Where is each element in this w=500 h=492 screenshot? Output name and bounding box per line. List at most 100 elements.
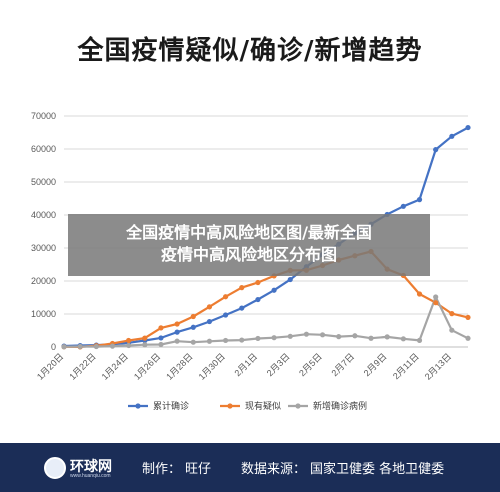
data-point [416,197,423,203]
data-point [109,343,116,349]
x-tick-label: 1月28日 [164,351,194,381]
x-tick-label: 1月22日 [67,351,97,381]
data-point [433,147,439,153]
data-point [384,334,390,340]
data-point [142,342,148,348]
data-point [206,318,213,325]
logo-url: www.huanqiu.com [70,473,111,479]
legend-label: 现有疑似 [245,400,281,412]
x-tick-label: 1月26日 [132,351,162,381]
legend-label: 新增确诊病例 [313,400,367,412]
x-tick-label: 2月9日 [362,351,389,378]
data-point [271,287,277,293]
x-tick-label: 1月20日 [35,351,65,381]
data-point [77,343,83,350]
x-tick-label: 2月5日 [297,351,324,378]
y-tick-label: 50000 [31,177,56,187]
data-point [93,343,99,350]
data-point [255,296,261,303]
footer-bar: 环球网 www.huanqiu.com 制作： 旺仔 数据来源： 国家卫健委 各地卫健… [0,443,500,492]
data-point [61,344,67,350]
x-tick-label: 2月3日 [265,351,292,378]
x-tick-label: 2月1日 [232,351,259,378]
overlay-banner[interactable]: 全国疫情中高风险地区图/最新全国 疫情中高风险地区分布图 [68,214,430,276]
credit-line: 制作： 旺仔 数据来源： 国家卫健委 各地卫健委 [142,458,448,477]
data-point [190,339,196,345]
data-point [126,337,132,344]
data-point [174,321,180,327]
data-point [368,335,374,341]
x-tick-label: 2月11日 [391,351,421,381]
data-point [223,312,229,318]
data-point [416,291,423,297]
legend-marker [227,403,233,409]
data-point [400,336,406,342]
data-point [287,333,293,339]
data-point [174,329,180,335]
line-chart: 0 10000 20000 30000 40000 50000 60000 70000 1月2… [31,111,471,412]
producer-name: 旺仔 [185,462,212,477]
x-tick-label: 1月30日 [197,351,227,381]
y-tick-label: 70000 [31,111,56,121]
data-point [465,314,471,321]
data-point [206,338,213,344]
data-point [352,333,358,339]
y-tick-label: 40000 [31,210,56,220]
data-point [239,337,245,343]
overlay-line-2: 疫情中高风险地区分布图 [160,245,337,264]
huanqiu-logo[interactable]: 环球网 www.huanqiu.com [44,453,144,483]
x-axis-ticks: 1月20日 1月22日 1月24日 1月26日 1月28日 1月30日 2月1日 2月3日 2月… [35,351,453,381]
y-tick-label: 10000 [31,309,56,319]
data-point [433,294,439,300]
data-point [433,300,439,306]
overlay-line-1: 全国疫情中高风险地区图/最新全国 [126,223,372,242]
data-point [223,337,229,344]
data-point [190,324,196,330]
data-point [158,341,164,348]
chart-title: 全国疫情疑似/确诊/新增趋势 [77,36,423,66]
x-tick-label: 2月13日 [423,351,453,381]
data-point [206,304,213,310]
data-point [416,337,423,343]
y-tick-label: 60000 [31,144,56,154]
y-tick-label: 20000 [31,276,56,286]
data-point [255,279,261,286]
data-point [239,285,245,291]
data-point [449,133,455,139]
x-tick-label: 2月7日 [329,351,356,378]
data-point [190,313,196,320]
y-axis-ticks: 0 10000 20000 30000 40000 50000 60000 70000 [31,111,56,352]
data-point [174,338,180,344]
legend-marker [135,403,141,409]
data-point [158,335,164,341]
logo-name: 环球网 [70,459,112,475]
data-point [126,342,132,349]
legend-label: 累计确诊 [153,400,189,412]
data-point [287,276,293,283]
series-line-2 [63,295,469,348]
data-point [271,335,277,341]
producer-label: 制作： [142,462,182,477]
data-point [158,325,164,331]
globe-icon [44,457,66,479]
data-point [239,305,245,311]
source-label: 数据来源： [241,462,307,477]
data-point [449,327,455,333]
x-tick-label: 1月24日 [100,351,130,381]
data-point [223,294,229,300]
y-tick-label: 0 [51,342,56,352]
data-point [449,311,455,317]
data-point [336,334,342,340]
y-tick-label: 30000 [31,243,56,253]
data-point [255,335,261,342]
series-line-0 [63,126,469,348]
data-point [465,335,471,341]
data-point [400,203,406,209]
source-name: 国家卫健委 各地卫健委 [310,462,445,477]
data-point [142,335,148,341]
legend: 累计确诊 现有疑似 新增确诊病例 [128,400,367,412]
legend-marker [295,403,301,409]
data-point [319,332,326,338]
data-point [465,124,471,131]
data-point [303,331,309,337]
